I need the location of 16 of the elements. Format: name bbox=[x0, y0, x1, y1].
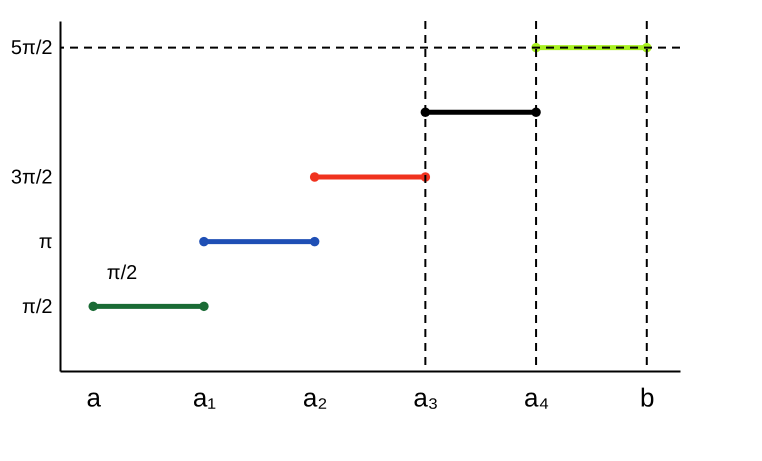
x-tick-label: b bbox=[640, 382, 655, 412]
point bbox=[310, 236, 320, 246]
point bbox=[199, 302, 209, 312]
point bbox=[88, 302, 98, 312]
point bbox=[199, 236, 209, 246]
x-tick-label: a bbox=[86, 382, 102, 412]
y-tick-label: 5π/2 bbox=[10, 37, 52, 60]
x-tick-label: a₄ bbox=[524, 382, 550, 412]
annotation: π/2 bbox=[106, 262, 138, 284]
y-tick-label: π bbox=[38, 231, 52, 254]
y-tick-label: 3π/2 bbox=[10, 166, 52, 188]
x-tick-label: a₃ bbox=[413, 382, 438, 412]
x-tick-label: a₁ bbox=[192, 382, 216, 412]
point bbox=[310, 172, 320, 182]
y-tick-label: π/2 bbox=[22, 296, 52, 318]
x-tick-label: a₂ bbox=[302, 382, 328, 412]
